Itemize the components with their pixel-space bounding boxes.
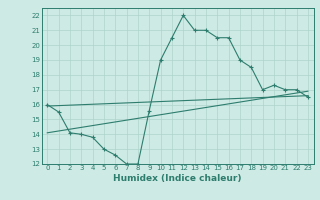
X-axis label: Humidex (Indice chaleur): Humidex (Indice chaleur) [113, 174, 242, 183]
